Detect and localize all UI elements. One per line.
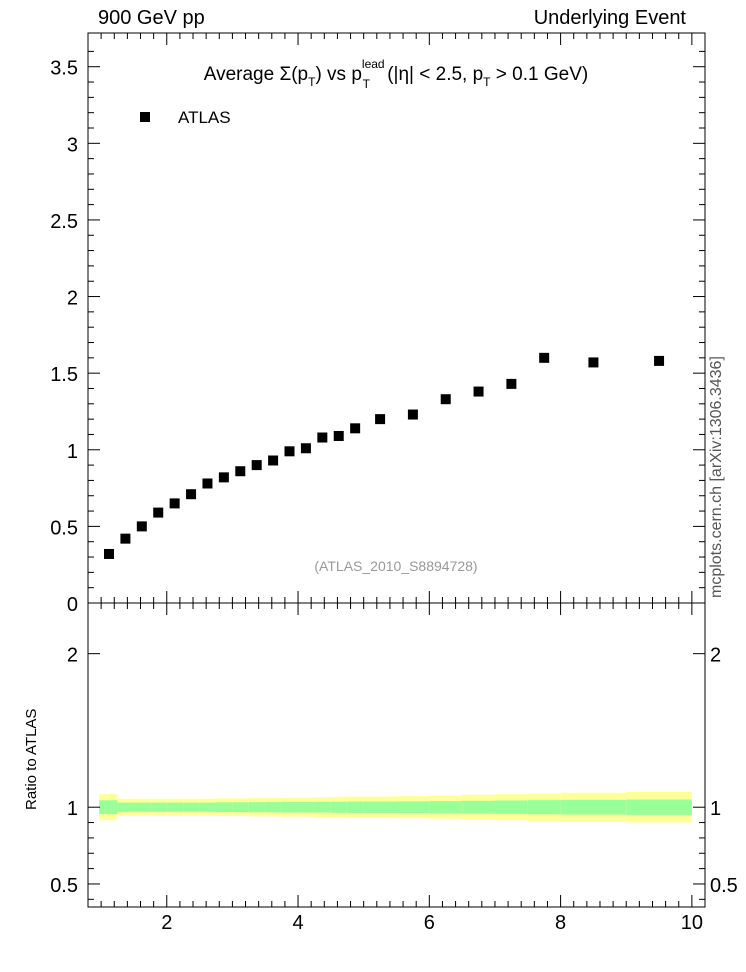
ratio-band-green-2 (133, 802, 151, 812)
y-tick-label-2: 2 (67, 288, 78, 310)
ratio-band-green-22 (560, 799, 627, 815)
ratio-plot-frame (87, 602, 706, 908)
data-point-7 (218, 472, 229, 483)
ratio-y-tick-label-right-0.5: 0.5 (710, 875, 738, 897)
ratio-y-tick-label-left-2: 2 (67, 645, 78, 667)
analysis-watermark: (ATLAS_2010_S8894728) (314, 558, 477, 574)
ratio-band-green-6 (199, 802, 216, 812)
ratio-y-tick-label-left-0.5: 0.5 (50, 875, 78, 897)
data-point-5 (186, 489, 197, 500)
data-point-0 (104, 548, 115, 559)
data-point-12 (300, 443, 311, 454)
data-point-13 (317, 432, 328, 443)
chart-title: Average Σ(pT) vs plead T (|η| < 2.5, pT >… (204, 57, 588, 91)
ratio-band-green-11 (281, 801, 299, 813)
y-tick-label-1: 1 (67, 441, 78, 463)
data-point-22 (588, 357, 599, 368)
ratio-band-green-9 (248, 802, 266, 813)
ratio-band-green-19 (462, 800, 495, 814)
title-sub1: T (308, 75, 316, 89)
ratio-band-green-16 (363, 801, 397, 813)
x-tick-label-2: 2 (161, 912, 172, 934)
data-point-15 (350, 423, 361, 434)
data-point-21 (539, 352, 550, 363)
title-sub2: T (363, 77, 371, 91)
ratio-band-green-21 (527, 800, 561, 815)
ratio-band-green-0 (99, 800, 118, 815)
ratio-band-green-4 (166, 802, 184, 812)
ratio-band-green-13 (314, 801, 331, 813)
ratio-band-green-5 (183, 802, 200, 812)
ratio-band-green-8 (232, 802, 249, 813)
title-sigma: Σ(p (279, 64, 308, 85)
ratio-y-tick-label-right-1: 1 (710, 798, 721, 820)
ratio-band-green-3 (150, 802, 167, 812)
data-point-11 (284, 446, 295, 457)
data-point-1 (120, 533, 131, 544)
y-tick-label-3.5: 3.5 (50, 58, 78, 80)
y-tick-label-0: 0 (67, 594, 78, 616)
y-tick-label-2.5: 2.5 (50, 211, 78, 233)
data-point-20 (506, 378, 517, 389)
ratio-band-green-7 (215, 802, 233, 813)
ratio-band-green-15 (347, 801, 364, 813)
legend-label: ATLAS (178, 108, 231, 127)
data-point-16 (375, 414, 386, 425)
ratio-band-green-17 (396, 801, 430, 814)
x-tick-label-8: 8 (555, 912, 566, 934)
data-point-2 (136, 521, 147, 532)
ratio-band-green-23 (626, 799, 692, 815)
ratio-band-green-14 (330, 801, 348, 813)
ratio-y-tick-label-right-2: 2 (710, 645, 721, 667)
legend-marker (140, 112, 150, 122)
ratio-band-green-12 (298, 801, 315, 813)
title-end: > 0.1 GeV) (491, 64, 589, 85)
data-point-10 (268, 455, 279, 466)
data-point-6 (202, 478, 213, 489)
x-tick-label-10: 10 (681, 912, 703, 934)
data-point-17 (407, 409, 418, 420)
ratio-band-green-20 (494, 800, 528, 814)
x-tick-label-4: 4 (292, 912, 303, 934)
ratio-axis-label: Ratio to ATLAS (23, 709, 40, 810)
data-point-18 (440, 394, 451, 405)
data-point-9 (251, 460, 262, 471)
data-point-23 (654, 355, 665, 366)
ratio-band-green-10 (265, 802, 282, 813)
header-right-label: Underlying Event (533, 7, 686, 29)
data-point-3 (153, 507, 164, 518)
data-point-19 (473, 386, 484, 397)
ratio-y-tick-label-left-1: 1 (67, 798, 78, 820)
ratio-band-green-1 (117, 802, 134, 812)
x-tick-label-6: 6 (424, 912, 435, 934)
title-mid: ) vs p (315, 64, 361, 85)
y-tick-label-3: 3 (67, 134, 78, 156)
ratio-band-green-18 (429, 801, 463, 814)
title-tail: (|η| < 2.5, p (382, 64, 483, 85)
data-point-8 (235, 466, 246, 477)
header-left-label: 900 GeV pp (98, 7, 205, 29)
title-sub3: T (483, 75, 491, 89)
y-tick-label-1.5: 1.5 (50, 364, 78, 386)
data-point-14 (333, 430, 344, 441)
y-tick-label-0.5: 0.5 (50, 517, 78, 539)
data-point-4 (169, 498, 180, 509)
title-prefix: Average (204, 64, 280, 85)
title-sup: lead (362, 57, 385, 71)
